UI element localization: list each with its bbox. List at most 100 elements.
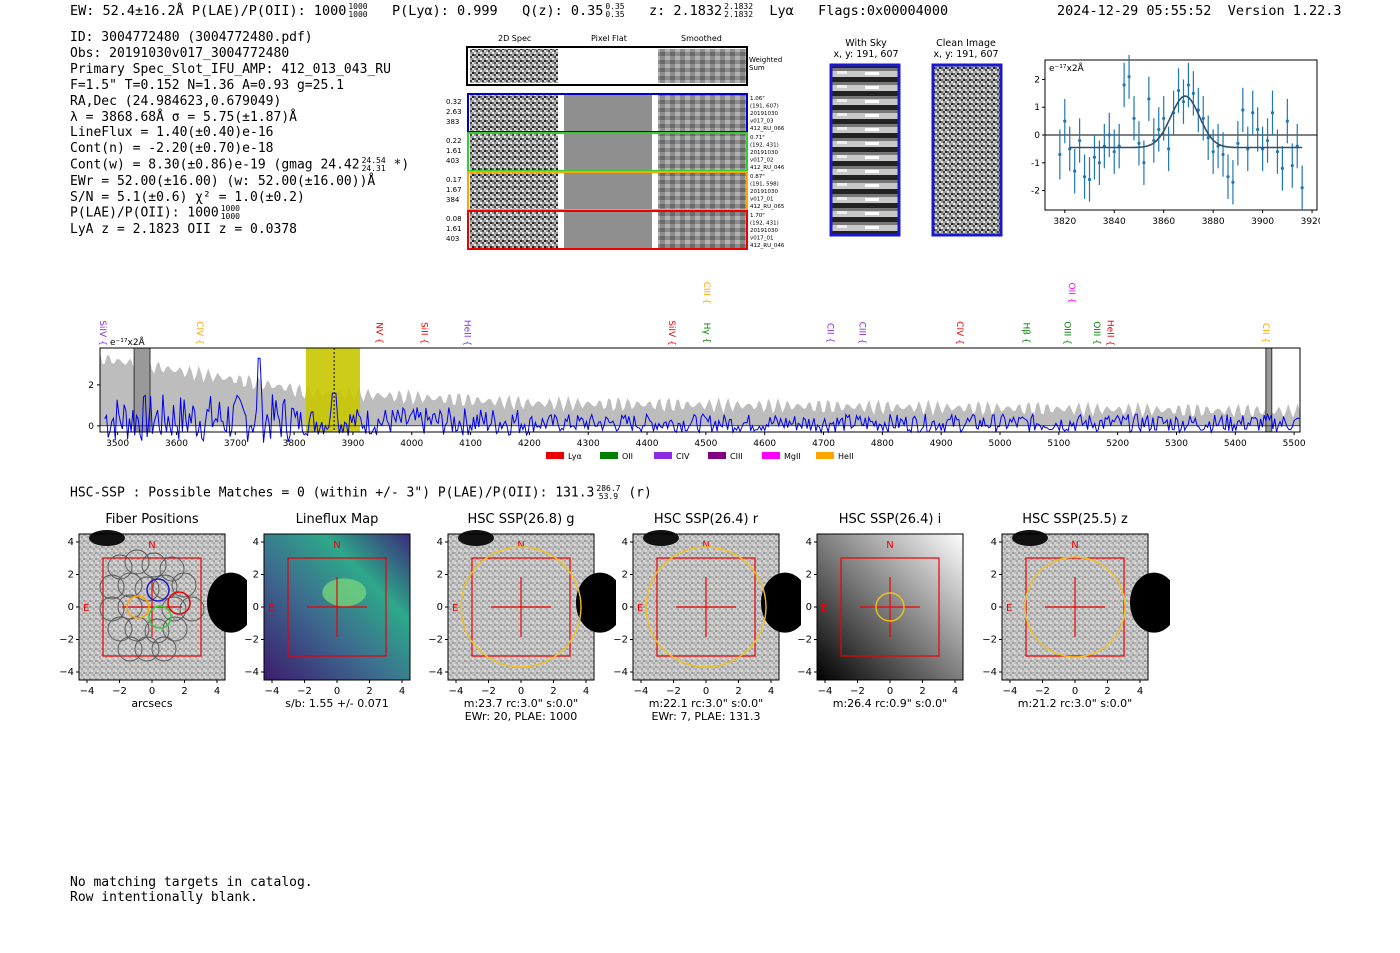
data-point [1063, 119, 1067, 123]
data-point [1280, 166, 1284, 170]
spectrum-xtick: 4400 [636, 439, 659, 449]
legend-label: HeII [838, 452, 854, 461]
hsc-xtick: 2 [181, 686, 187, 697]
header-timestamp: 2024-12-29 05:55:52 [1057, 3, 1212, 19]
zoom-ytick: 2 [1034, 75, 1040, 85]
data-point [1092, 155, 1097, 159]
hsc-ytick: −2 [797, 635, 812, 646]
hsc-ytick: 2 [991, 570, 997, 581]
hsc-panel-title: HSC SSP(26.4) i [838, 512, 942, 527]
fiber-right-meta: 412_RU_066 [750, 126, 785, 132]
svg-text:OII {: OII { [1066, 283, 1076, 304]
fiber-left-stat: 383 [446, 118, 459, 126]
hsc-ytick: 2 [622, 570, 628, 581]
info-radec: RA,Dec (24.984623,0.679049) [70, 93, 282, 109]
svg-text:HeII {: HeII { [1105, 320, 1115, 346]
data-point [1201, 116, 1205, 120]
fiber-left-stat: 1.67 [446, 186, 462, 194]
hsc-ytick: −4 [244, 667, 259, 678]
data-point [1157, 127, 1161, 132]
zoom-ytick: -1 [1031, 159, 1040, 169]
legend-swatch [600, 452, 618, 459]
spectrum-ylabel: e⁻¹⁷x2Å [110, 336, 146, 348]
info-obs: Obs: 20191030v017_3004772480 [70, 45, 290, 61]
hsc-xtick: −4 [80, 686, 95, 697]
fiber-row: 0.22 1.61 403 0.71" (192, 431)20191030 v017_0… [446, 132, 785, 172]
hsc-ytick: 4 [68, 537, 74, 548]
fiber-left-stat: 1.61 [446, 147, 462, 155]
zoom-xtick: 3880 [1202, 217, 1225, 227]
fiber-right-meta: v017_03 [750, 119, 774, 125]
hsc-xtick: 4 [214, 686, 220, 697]
fiber-left-stat: 0.22 [446, 137, 462, 145]
fiber-left-stat: 0.32 [446, 98, 462, 106]
sky-images [829, 63, 1003, 237]
hsc-xtick: 4 [1137, 686, 1143, 697]
fiber-right-meta: 20191030 [750, 150, 778, 156]
legend-swatch [816, 452, 834, 459]
north-label: N [886, 540, 893, 551]
hsc-ytick: −2 [982, 635, 997, 646]
hsc-image: N E −4 −2 0 2 4 4 2 0 −2 −4 [613, 530, 801, 697]
hsc-xtick: −2 [666, 686, 681, 697]
with-sky-title: With Sky x, y: 191, 607 [833, 38, 899, 60]
spectrum-frame [99, 347, 1301, 433]
header-line: Lyα [769, 3, 794, 19]
header-plya: P(Lyα): 0.999 [392, 3, 498, 19]
data-point [1167, 147, 1171, 151]
spectrum-xtick: 4800 [871, 439, 894, 449]
clean-image-title: Clean Image x, y: 191, 607 [933, 38, 999, 60]
legend-label: Lyα [568, 452, 582, 461]
with-sky-image [829, 63, 901, 237]
hsc-xtick: −4 [818, 686, 833, 697]
spectrum-xtick: 5300 [1165, 439, 1188, 449]
fiber-frame [467, 210, 748, 250]
zoom-ytick: 0 [1034, 131, 1040, 141]
hsc-ytick: 0 [622, 602, 628, 613]
hsc-ytick: 0 [806, 602, 812, 613]
hsc-ytick: −2 [244, 635, 259, 646]
zoom-xtick: 3860 [1152, 217, 1175, 227]
data-point [1290, 163, 1294, 168]
fiber-right-meta: 0.87" [750, 174, 765, 180]
data-point [1127, 75, 1131, 79]
svg-text:CII {: CII { [1260, 323, 1270, 343]
legend-label: CIV [676, 452, 690, 461]
fiber-circle [141, 552, 167, 578]
data-point [1122, 83, 1126, 87]
hsc-ytick: −4 [59, 667, 74, 678]
fiber-left-stat: 1.61 [446, 225, 462, 233]
line-marker: CII { [1260, 323, 1270, 343]
info-lambda: λ = 3868.68Å σ = 5.75(±1.87)Å [70, 109, 297, 125]
svg-text:CIV {: CIV { [954, 321, 964, 345]
detection-info: ID: 3004772480 (3004772480.pdf) Obs: 201… [70, 30, 409, 238]
zoom-xtick: 3900 [1251, 217, 1274, 227]
hsc-caption: m:22.1 rc:3.0" s:0.0" [648, 697, 764, 710]
spectrum-xtick: 5200 [1106, 439, 1129, 449]
zoom-xtick: 3820 [1053, 217, 1076, 227]
hsc-ytick: 4 [991, 537, 997, 548]
fiber-circle [107, 616, 133, 642]
legend-label: MgII [784, 452, 801, 461]
svg-text:CII {: CII { [825, 323, 835, 343]
legend-label: OII [622, 452, 633, 461]
data-point [1226, 175, 1230, 179]
svg-text:CIII {: CIII { [701, 282, 711, 305]
info-sn: S/N = 5.1(±0.6) χ² = 1.0(±0.2) [70, 189, 305, 205]
legend-swatch [654, 452, 672, 459]
fiber-left-stat: 403 [446, 157, 459, 165]
hsc-xtick: 4 [399, 686, 405, 697]
svg-text:SiIV {: SiIV { [666, 320, 676, 346]
header-version: Version 1.22.3 [1227, 3, 1342, 19]
fiber-circle [117, 636, 143, 662]
data-point [1270, 111, 1275, 115]
east-label: E [637, 603, 643, 614]
spectrum-xtick: 4500 [694, 439, 717, 449]
line-marker: SiII { [419, 322, 429, 344]
fiber-right-meta: (192, 431) [750, 143, 779, 149]
col-title-2dspec: 2D Spec [498, 34, 532, 43]
zoom-ytick: 1 [1034, 103, 1040, 113]
hsc-ytick: −2 [428, 635, 443, 646]
legend-swatch [708, 452, 726, 459]
aperture-box [656, 557, 756, 657]
